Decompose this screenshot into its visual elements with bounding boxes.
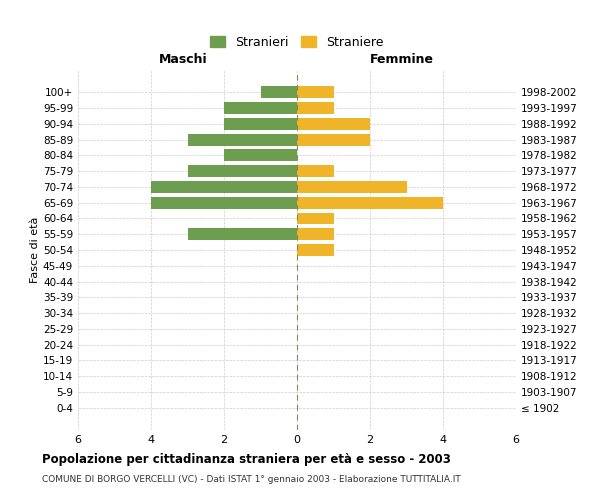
Bar [224,102,297,114]
Bar [151,197,297,208]
Text: COMUNE DI BORGO VERCELLI (VC) - Dati ISTAT 1° gennaio 2003 - Elaborazione TUTTIT: COMUNE DI BORGO VERCELLI (VC) - Dati IST… [42,475,461,484]
Bar [297,244,334,256]
Bar [297,228,334,240]
Bar [224,118,297,130]
Bar [297,212,334,224]
Text: Popolazione per cittadinanza straniera per età e sesso - 2003: Popolazione per cittadinanza straniera p… [42,452,451,466]
Bar [297,197,443,208]
Bar [297,165,334,177]
Bar [297,181,407,193]
Y-axis label: Fasce di età: Fasce di età [30,217,40,283]
Bar [187,228,297,240]
Text: Maschi: Maschi [159,54,208,66]
Bar [187,165,297,177]
Bar [297,134,370,145]
Legend: Stranieri, Straniere: Stranieri, Straniere [208,33,386,51]
Bar [297,86,334,98]
Bar [151,181,297,193]
Bar [224,150,297,162]
Text: Femmine: Femmine [370,54,434,66]
Y-axis label: Anni di nascita: Anni di nascita [597,209,600,291]
Bar [297,102,334,114]
Bar [187,134,297,145]
Bar [260,86,297,98]
Bar [297,118,370,130]
